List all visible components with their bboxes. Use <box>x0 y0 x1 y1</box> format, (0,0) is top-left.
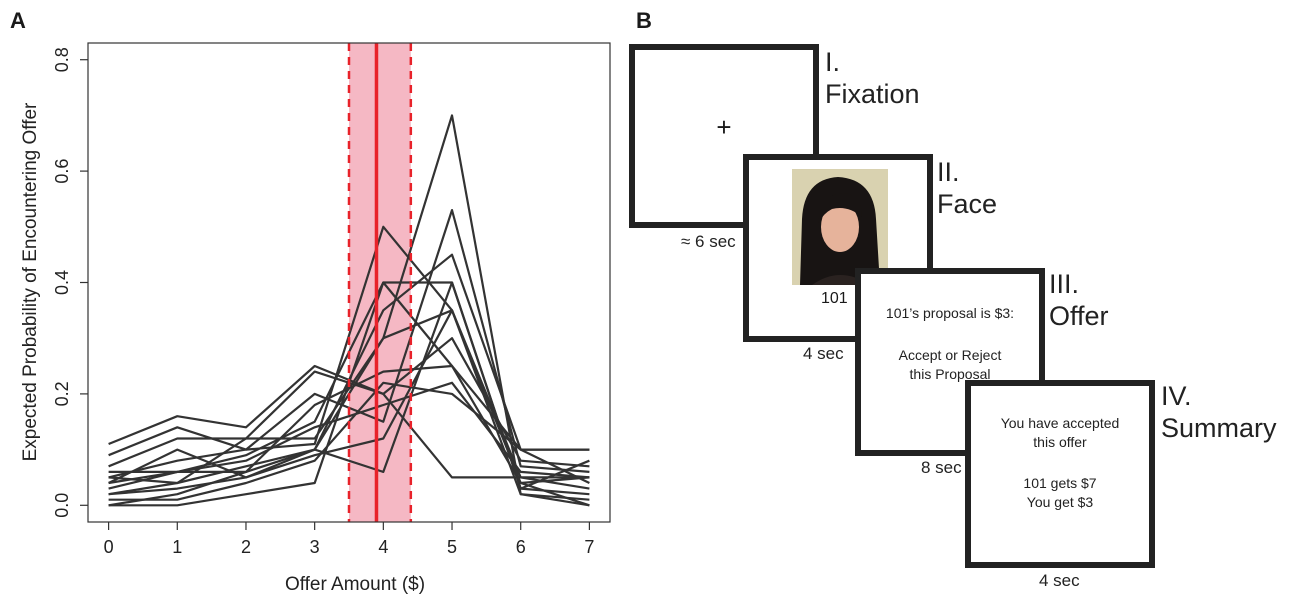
y-tick-label: 0.8 <box>52 47 72 72</box>
face-stage-name: Face <box>937 189 998 219</box>
x-tick-label: 5 <box>447 537 457 557</box>
x-tick-label: 4 <box>378 537 388 557</box>
series-line-14 <box>108 309 590 507</box>
summary-stage-name: Summary <box>1161 413 1277 443</box>
probability-line-chart: 0 1 2 3 4 5 6 7 0.0 0.2 0.4 0.6 0.8 Offer Amount ($)… <box>20 42 611 595</box>
x-tick-label: 6 <box>516 537 526 557</box>
offer-this-proposal-text: this Proposal <box>909 366 991 382</box>
panel-b-letter: B <box>636 8 652 33</box>
fixation-stage-label: I. Fixation <box>825 46 920 110</box>
fixation-stage-name: Fixation <box>825 79 920 109</box>
y-tick-label: 0.0 <box>52 493 72 518</box>
x-tick-label: 1 <box>172 537 182 557</box>
fixation-stage-numeral: I. <box>825 47 841 77</box>
series-line-10 <box>108 364 590 485</box>
offer-duration: 8 sec <box>921 458 962 477</box>
offer-proposal-text: 101’s proposal is $3: <box>885 305 1015 321</box>
face-duration: 4 sec <box>803 344 844 363</box>
summary-stage-numeral: IV. <box>1161 381 1192 411</box>
summary-stage-label: IV. Summary <box>1161 380 1277 444</box>
summary-screen: You have accepted this offer 101 gets $7… <box>965 380 1155 568</box>
face-photo <box>792 169 888 285</box>
y-tick-label: 0.6 <box>52 159 72 184</box>
face-screen: 101 <box>743 154 933 342</box>
summary-proposer-gets-text: 101 gets $7 <box>1023 475 1097 491</box>
offer-stage-name: Offer <box>1049 301 1109 331</box>
y-tick-label: 0.2 <box>52 381 72 406</box>
fixation-duration: ≈ 6 sec <box>681 232 736 251</box>
summary-accepted-text: You have accepted <box>1000 415 1120 431</box>
x-tick-label: 3 <box>310 537 320 557</box>
y-axis-label: Expected Probability of Encountering Off… <box>20 102 41 461</box>
x-tick-label: 7 <box>584 537 594 557</box>
summary-you-get-text: You get $3 <box>1026 494 1094 510</box>
x-tick-label: 2 <box>241 537 251 557</box>
y-tick-label: 0.4 <box>52 270 72 295</box>
face-stage-label: II. Face <box>937 156 997 220</box>
panel-a-letter: A <box>10 8 26 33</box>
fixation-cross: + <box>716 112 732 142</box>
offer-stage-numeral: III. <box>1049 269 1080 299</box>
x-tick-label: 0 <box>104 537 114 557</box>
offer-accept-reject-text: Accept or Reject <box>898 347 1002 363</box>
offer-stage-label: III. Offer <box>1049 268 1109 332</box>
summary-duration: 4 sec <box>1039 571 1080 590</box>
face-stage-numeral: II. <box>937 157 960 187</box>
face-caption: 101 <box>821 290 848 307</box>
x-axis-label: Offer Amount ($) <box>285 574 425 595</box>
summary-offer-text: this offer <box>1033 434 1087 450</box>
